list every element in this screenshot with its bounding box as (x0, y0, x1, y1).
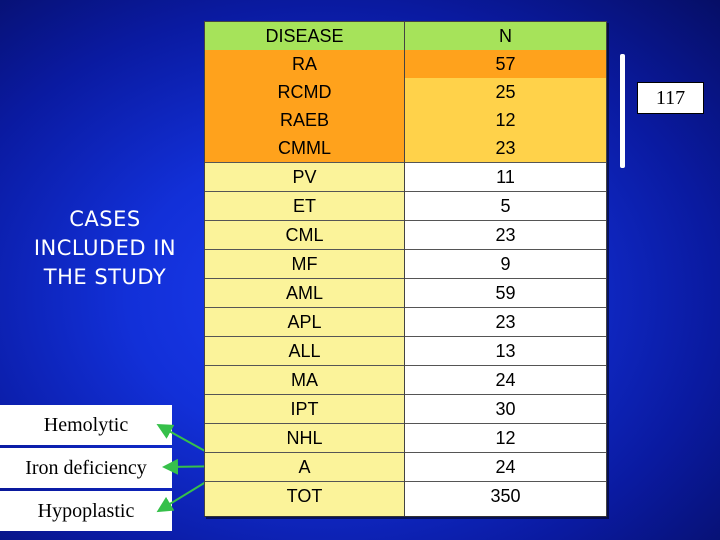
table-header-row: DISEASE N (204, 21, 607, 50)
table-row: RA 57 (204, 50, 607, 78)
disease-cell: AML (204, 278, 405, 308)
side-title-line: THE STUDY (43, 265, 167, 289)
disease-cell: ALL (204, 336, 405, 366)
disease-cell-total: TOT (204, 481, 405, 517)
disease-cell: CML (204, 220, 405, 250)
count-cell: 5 (404, 191, 607, 221)
count-cell: 25 (404, 78, 607, 106)
table-row: APL 23 (204, 307, 607, 337)
count-cell: 12 (404, 106, 607, 134)
disease-cell: PV (204, 162, 405, 192)
disease-cell: RA (204, 50, 405, 78)
count-cell: 59 (404, 278, 607, 308)
count-cell: 23 (404, 220, 607, 250)
disease-cell: ET (204, 191, 405, 221)
disease-cell: APL (204, 307, 405, 337)
table-row: MA 24 (204, 365, 607, 395)
table-row: PV 11 (204, 162, 607, 192)
table-row: CMML 23 (204, 134, 607, 163)
disease-cell: MF (204, 249, 405, 279)
count-cell: 24 (404, 365, 607, 395)
disease-cell: IPT (204, 394, 405, 424)
side-title-line: CASES (69, 207, 141, 231)
table-row: AML 59 (204, 278, 607, 308)
table-row: ALL 13 (204, 336, 607, 366)
disease-table: DISEASE N RA 57 RCMD 25 RAEB 12 CMML 23 … (204, 21, 607, 517)
table-row: NHL 12 (204, 423, 607, 453)
count-cell: 9 (404, 249, 607, 279)
side-title: CASES INCLUDED IN THE STUDY (10, 205, 200, 292)
disease-cell: A (204, 452, 405, 482)
note-hemolytic: Hemolytic (0, 405, 172, 445)
table-row: RAEB 12 (204, 106, 607, 134)
count-cell: 23 (404, 307, 607, 337)
side-title-line: INCLUDED IN (33, 236, 177, 260)
count-cell: 23 (404, 134, 607, 163)
header-disease: DISEASE (204, 21, 405, 50)
header-n: N (404, 21, 607, 50)
count-cell: 57 (404, 50, 607, 78)
table-row: TOT 350 (204, 481, 607, 517)
table-row: IPT 30 (204, 394, 607, 424)
count-cell: 11 (404, 162, 607, 192)
disease-cell: RAEB (204, 106, 405, 134)
count-cell: 12 (404, 423, 607, 453)
count-cell: 30 (404, 394, 607, 424)
note-hypoplastic: Hypoplastic (0, 491, 172, 531)
table-row: MF 9 (204, 249, 607, 279)
disease-cell: MA (204, 365, 405, 395)
bracket-line (620, 54, 625, 168)
disease-cell: CMML (204, 134, 405, 163)
disease-cell: NHL (204, 423, 405, 453)
table-row: ET 5 (204, 191, 607, 221)
count-cell: 13 (404, 336, 607, 366)
table-row: RCMD 25 (204, 78, 607, 106)
count-cell: 24 (404, 452, 607, 482)
disease-cell: RCMD (204, 78, 405, 106)
count-cell-total: 350 (404, 481, 607, 517)
bracket-total-badge: 117 (637, 82, 704, 114)
note-iron-deficiency: Iron deficiency (0, 448, 172, 488)
table-row: CML 23 (204, 220, 607, 250)
table-row: A 24 (204, 452, 607, 482)
